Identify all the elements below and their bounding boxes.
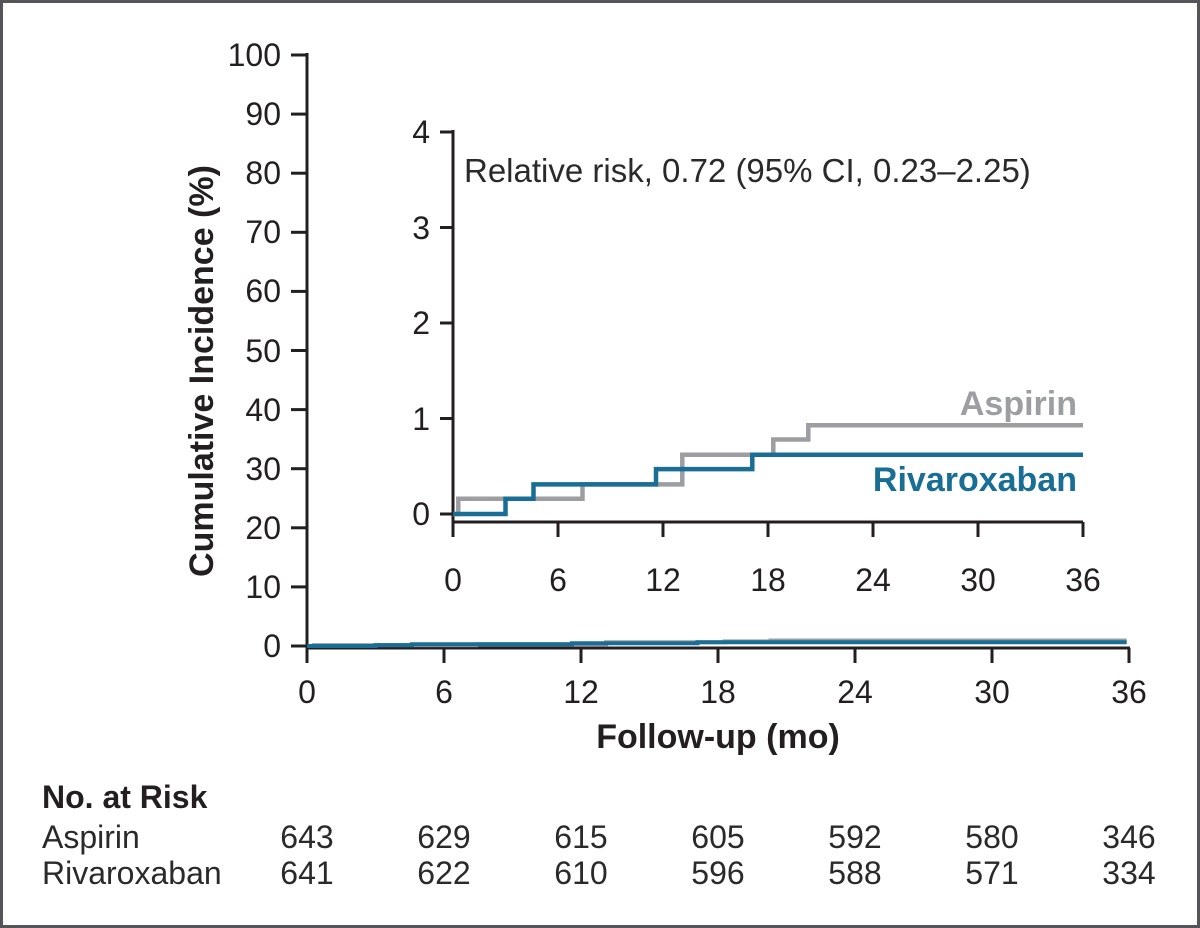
risk-value-rivaroxaban-18mo: 596 <box>691 855 745 891</box>
inset-x-tick-label-18: 18 <box>750 562 786 598</box>
risk-value-rivaroxaban-24mo: 588 <box>828 855 882 891</box>
legend-label-rivaroxaban: Rivaroxaban <box>872 461 1077 499</box>
inset-y-tick-label-4: 4 <box>412 114 430 150</box>
main-y-tick-label-40: 40 <box>245 391 281 428</box>
risk-value-aspirin-6mo: 629 <box>417 819 471 855</box>
main-x-tick-label-6: 6 <box>435 674 453 710</box>
inset-x-tick-label-24: 24 <box>855 562 891 598</box>
risk-value-aspirin-24mo: 592 <box>828 819 882 855</box>
inset-x-tick-label-30: 30 <box>960 562 996 598</box>
main-x-tick-label-12: 12 <box>563 674 599 710</box>
rivaroxaban-curve-main <box>307 640 1127 648</box>
main-y-tick-label-100: 100 <box>227 37 281 73</box>
main-y-tick-label-70: 70 <box>245 214 281 251</box>
inset-y-tick-label-2: 2 <box>412 305 430 341</box>
rivaroxaban-curve-inset <box>453 452 1083 517</box>
main-y-tick-label-0: 0 <box>263 628 281 664</box>
risk-value-rivaroxaban-12mo: 610 <box>554 855 608 891</box>
inset-y-tick-label-3: 3 <box>412 209 430 246</box>
main-y-tick-label-80: 80 <box>245 155 281 192</box>
main-y-tick-label-30: 30 <box>245 450 281 487</box>
inset-x-tick-label-0: 0 <box>444 562 462 598</box>
risk-value-aspirin-12mo: 615 <box>554 819 608 855</box>
main-x-tick-label-30: 30 <box>974 674 1010 710</box>
risk-table-title: No. at Risk <box>42 779 208 815</box>
legend-label-aspirin: Aspirin <box>959 385 1077 423</box>
inset-y-tick-label-0: 0 <box>412 496 430 532</box>
main-y-tick-label-50: 50 <box>245 332 281 369</box>
risk-value-rivaroxaban-6mo: 622 <box>417 855 471 891</box>
inset-x-tick-label-6: 6 <box>549 562 567 598</box>
main-x-tick-label-24: 24 <box>837 674 873 710</box>
main-y-tick-label-60: 60 <box>245 273 281 310</box>
main-x-tick-label-36: 36 <box>1111 674 1147 710</box>
risk-value-aspirin-0mo: 643 <box>280 819 334 855</box>
risk-value-rivaroxaban-0mo: 641 <box>280 855 334 891</box>
main-y-tick-label-90: 90 <box>245 96 281 133</box>
main-x-tick-label-0: 0 <box>298 674 316 710</box>
risk-row-label-rivaroxaban: Rivaroxaban <box>42 855 222 891</box>
x-axis-title: Follow-up (mo) <box>596 718 840 756</box>
inset-x-tick-label-36: 36 <box>1065 562 1101 598</box>
risk-value-aspirin-18mo: 605 <box>691 819 745 855</box>
main-y-tick-label-10: 10 <box>245 568 281 605</box>
main-x-tick-label-18: 18 <box>700 674 736 710</box>
inset-y-tick-label-1: 1 <box>412 400 430 437</box>
risk-row-label-aspirin: Aspirin <box>42 819 140 855</box>
relative-risk-annotation: Relative risk, 0.72 (95% CI, 0.23–2.25) <box>464 152 1031 189</box>
inset-x-tick-label-12: 12 <box>645 562 681 598</box>
main-y-tick-label-20: 20 <box>245 509 281 546</box>
risk-value-rivaroxaban-30mo: 571 <box>965 855 1019 891</box>
risk-value-aspirin-36mo: 346 <box>1102 819 1156 855</box>
risk-value-aspirin-30mo: 580 <box>965 819 1019 855</box>
risk-value-rivaroxaban-36mo: 334 <box>1102 855 1156 891</box>
